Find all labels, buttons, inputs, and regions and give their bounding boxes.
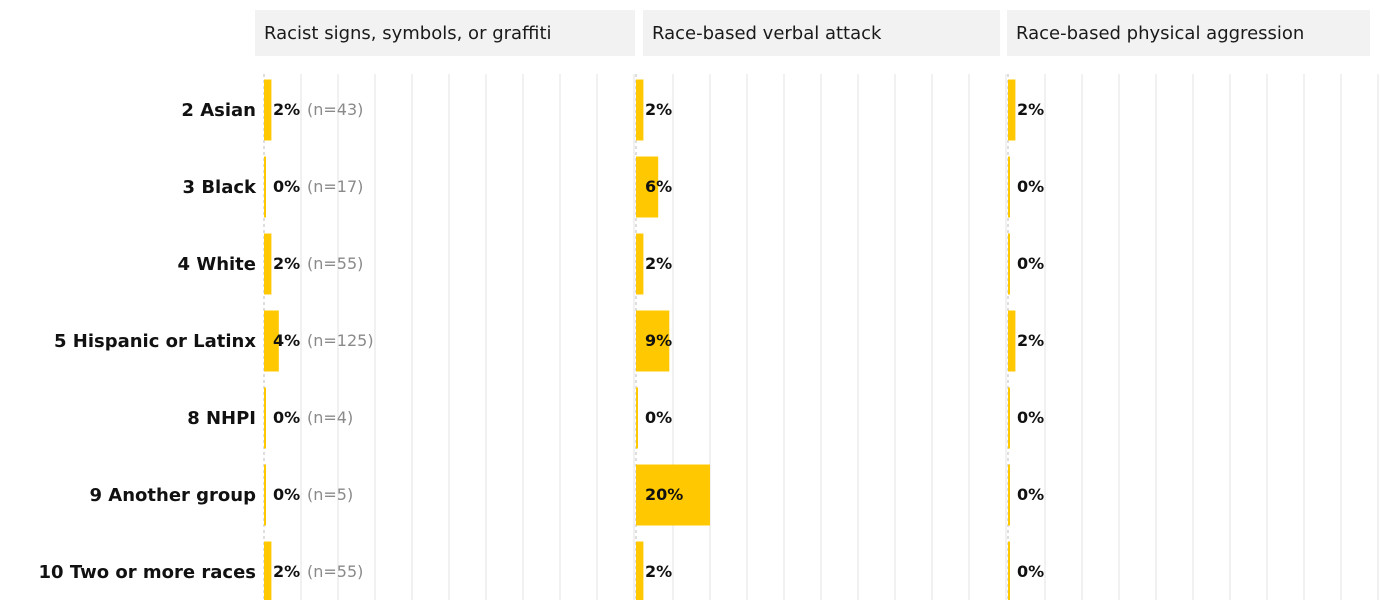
bar-race-based-physical-aggression-10-two-or-more-races	[1008, 541, 1010, 600]
value-label-race-based-verbal-attack-3-black: 6%	[645, 177, 672, 196]
facet-strip-race-based-verbal-attack	[643, 10, 1000, 56]
bar-racist-signs-symbols-or-graffiti-10-two-or-more-races	[264, 541, 272, 600]
bar-racist-signs-symbols-or-graffiti-3-black	[264, 156, 266, 218]
value-label-racist-signs-symbols-or-graffiti-3-black: 0%	[273, 177, 300, 196]
category-label-5-hispanic-or-latinx: 5 Hispanic or Latinx	[54, 331, 256, 352]
bar-racist-signs-symbols-or-graffiti-4-white	[264, 233, 272, 295]
n-label-5-hispanic-or-latinx: (n=125)	[307, 331, 374, 350]
value-label-race-based-physical-aggression-4-white: 0%	[1017, 254, 1044, 273]
bar-race-based-verbal-attack-2-asian	[636, 79, 644, 141]
bar-race-based-verbal-attack-5-hispanic-or-latinx	[636, 310, 670, 372]
value-label-race-based-physical-aggression-10-two-or-more-races: 0%	[1017, 562, 1044, 581]
bar-race-based-verbal-attack-4-white	[636, 233, 644, 295]
value-label-race-based-verbal-attack-5-hispanic-or-latinx: 9%	[645, 331, 672, 350]
value-label-race-based-verbal-attack-9-another-group: 20%	[645, 485, 683, 504]
bar-race-based-verbal-attack-9-another-group	[636, 464, 710, 526]
bar-race-based-verbal-attack-8-nhpi	[636, 387, 638, 449]
value-label-racist-signs-symbols-or-graffiti-9-another-group: 0%	[273, 485, 300, 504]
value-label-race-based-physical-aggression-9-another-group: 0%	[1017, 485, 1044, 504]
bar-racist-signs-symbols-or-graffiti-8-nhpi	[264, 387, 266, 449]
facet-race-based-verbal-attack: Race-based verbal attack 2% 6% 2% 9% 0% 20% 2%	[635, 10, 1007, 600]
bar-race-based-physical-aggression-9-another-group	[1008, 464, 1010, 526]
facet-racist-signs-symbols-or-graffiti: Racist signs, symbols, or graffiti 2% (n=4…	[255, 10, 635, 600]
bar-race-based-physical-aggression-2-asian	[1008, 79, 1016, 141]
facet-title-racist-signs-symbols-or-graffiti: Racist signs, symbols, or graffiti	[264, 23, 552, 44]
value-label-race-based-physical-aggression-8-nhpi: 0%	[1017, 408, 1044, 427]
bar-race-based-verbal-attack-3-black	[636, 156, 659, 218]
value-label-racist-signs-symbols-or-graffiti-2-asian: 2%	[273, 100, 300, 119]
value-label-race-based-verbal-attack-2-asian: 2%	[645, 100, 672, 119]
category-label-10-two-or-more-races: 10 Two or more races	[39, 562, 256, 583]
bar-racist-signs-symbols-or-graffiti-9-another-group	[264, 464, 266, 526]
bar-race-based-physical-aggression-8-nhpi	[1008, 387, 1010, 449]
facet-title-race-based-verbal-attack: Race-based verbal attack	[652, 23, 882, 44]
value-label-race-based-verbal-attack-10-two-or-more-races: 2%	[645, 562, 672, 581]
category-label-4-white: 4 White	[178, 254, 256, 275]
value-label-race-based-physical-aggression-3-black: 0%	[1017, 177, 1044, 196]
value-label-racist-signs-symbols-or-graffiti-4-white: 2%	[273, 254, 300, 273]
n-label-8-nhpi: (n=4)	[307, 408, 353, 427]
facet-race-based-physical-aggression: Race-based physical aggression 2% 0% 0% 2% 0%…	[1007, 10, 1379, 600]
bar-race-based-physical-aggression-5-hispanic-or-latinx	[1008, 310, 1016, 372]
value-label-race-based-verbal-attack-4-white: 2%	[645, 254, 672, 273]
bar-racist-signs-symbols-or-graffiti-5-hispanic-or-latinx	[264, 310, 279, 372]
bar-race-based-physical-aggression-3-black	[1008, 156, 1010, 218]
bar-race-based-verbal-attack-10-two-or-more-races	[636, 541, 644, 600]
category-label-9-another-group: 9 Another group	[90, 485, 257, 506]
n-label-2-asian: (n=43)	[307, 100, 363, 119]
n-label-9-another-group: (n=5)	[307, 485, 353, 504]
category-label-2-asian: 2 Asian	[181, 100, 256, 121]
category-label-8-nhpi: 8 NHPI	[187, 408, 256, 429]
bar-race-based-physical-aggression-4-white	[1008, 233, 1010, 295]
facet-strip-race-based-physical-aggression	[1007, 10, 1370, 56]
value-label-racist-signs-symbols-or-graffiti-10-two-or-more-races: 2%	[273, 562, 300, 581]
facet-title-race-based-physical-aggression: Race-based physical aggression	[1016, 23, 1304, 44]
category-label-3-black: 3 Black	[183, 177, 257, 198]
n-label-10-two-or-more-races: (n=55)	[307, 562, 363, 581]
value-label-racist-signs-symbols-or-graffiti-5-hispanic-or-latinx: 4%	[273, 331, 300, 350]
value-label-race-based-physical-aggression-2-asian: 2%	[1017, 100, 1044, 119]
n-label-3-black: (n=17)	[307, 177, 363, 196]
bar-racist-signs-symbols-or-graffiti-2-asian	[264, 79, 272, 141]
facet-strip-racist-signs-symbols-or-graffiti	[255, 10, 635, 56]
value-label-race-based-physical-aggression-5-hispanic-or-latinx: 2%	[1017, 331, 1044, 350]
n-label-4-white: (n=55)	[307, 254, 363, 273]
value-label-race-based-verbal-attack-8-nhpi: 0%	[645, 408, 672, 427]
value-label-racist-signs-symbols-or-graffiti-8-nhpi: 0%	[273, 408, 300, 427]
